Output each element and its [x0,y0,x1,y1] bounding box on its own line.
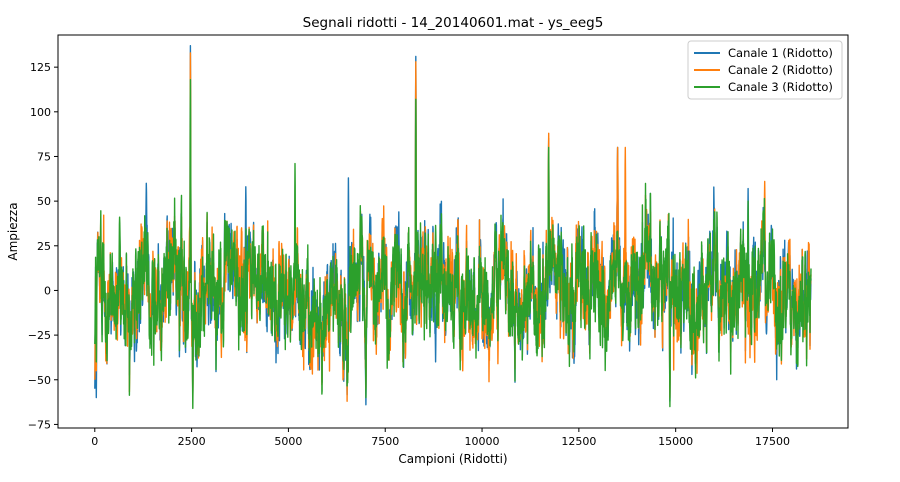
x-axis-label: Campioni (Ridotti) [398,452,507,466]
y-tick-label: 0 [44,284,51,297]
legend-label-2: Canale 2 (Ridotto) [728,63,833,77]
legend-box [687,40,843,100]
x-tick-label: 17500 [755,435,790,448]
legend-label-3: Canale 3 (Ridotto) [728,80,833,94]
chart-title: Segnali ridotti - 14_20140601.mat - ys_e… [303,15,604,31]
y-axis: −75 −50 −25 0 25 50 75 100 125 [28,61,58,431]
x-tick-label: 7500 [371,435,399,448]
y-tick-label: 125 [30,61,51,74]
y-tick-label: −50 [28,374,51,387]
y-tick-label: 75 [37,150,51,163]
y-axis-label: Ampiezza [6,202,20,260]
y-tick-label: −75 [28,418,51,431]
x-tick-label: 10000 [465,435,500,448]
axes-frame [57,34,849,429]
y-tick-label: 25 [37,240,51,253]
series-line-3 [94,79,812,410]
x-tick-label: 12500 [561,435,596,448]
x-tick-label: 2500 [178,435,206,448]
x-axis: 0 2500 5000 7500 10000 12500 15000 17500 [91,428,790,448]
x-tick-label: 0 [91,435,98,448]
legend: Canale 1 (Ridotto) Canale 2 (Ridotto) Cana… [687,40,843,100]
x-tick-label: 5000 [274,435,302,448]
y-tick-label: 50 [37,195,51,208]
series-lines [94,45,812,410]
y-tick-label: −25 [28,329,51,342]
x-tick-label: 15000 [658,435,693,448]
legend-label-1: Canale 1 (Ridotto) [728,46,833,60]
y-tick-label: 100 [30,106,51,119]
